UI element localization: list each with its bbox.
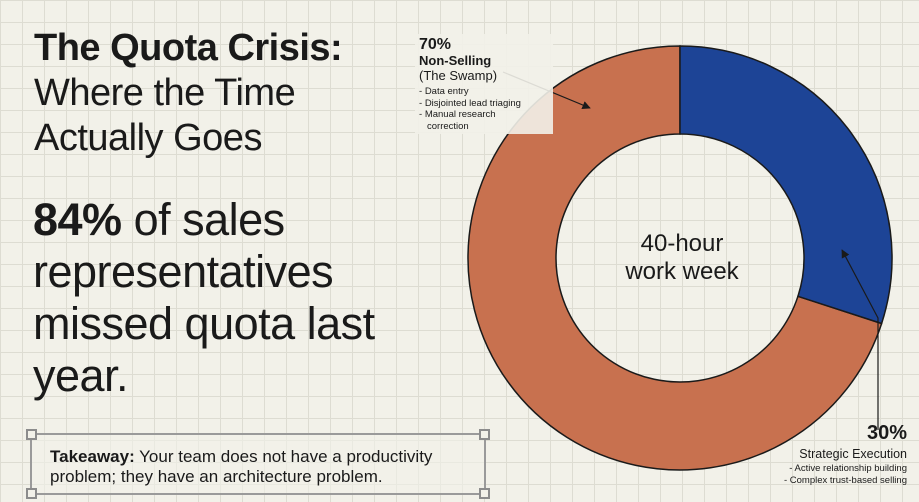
takeaway-text: Your team does not have a productivity p… bbox=[50, 447, 433, 486]
donut-center-label: 40-hour work week bbox=[582, 230, 782, 286]
label-strategic-execution: 30% Strategic Execution Active relations… bbox=[757, 422, 907, 486]
takeaway-label: Takeaway: bbox=[50, 447, 135, 466]
bullet-item: Manual research bbox=[419, 109, 549, 121]
bullet-item: Data entry bbox=[419, 86, 549, 98]
donut-slice-non-selling bbox=[467, 45, 883, 471]
percent-label: 70% bbox=[419, 36, 452, 53]
corner-bracket-icon bbox=[479, 429, 490, 440]
bullet-list: Data entry Disjointed lead triaging Manu… bbox=[419, 86, 549, 132]
center-label-line-2: work week bbox=[625, 258, 739, 285]
slice-subtitle: (The Swamp) bbox=[419, 68, 498, 84]
leader-line-strategic-execution bbox=[841, 249, 879, 430]
bullet-item: Complex trust-based selling bbox=[757, 475, 907, 487]
slice-name: Non-Selling bbox=[419, 53, 492, 69]
corner-bracket-icon bbox=[26, 488, 37, 499]
bullet-item: Disjointed lead triaging bbox=[419, 98, 549, 110]
center-label-line-1: 40-hour bbox=[640, 230, 724, 257]
title-line-1: The Quota Crisis: bbox=[34, 27, 343, 69]
label-non-selling: 70% Non-Selling (The Swamp) Data entry D… bbox=[415, 34, 553, 135]
headline-stat: 84% of sales representatives missed quot… bbox=[33, 194, 423, 402]
corner-bracket-icon bbox=[479, 488, 490, 499]
percent-label: 30% bbox=[866, 422, 907, 444]
bullet-list: Active relationship building Complex tru… bbox=[757, 463, 907, 486]
page-title: The Quota Crisis: Where the Time Actuall… bbox=[34, 26, 414, 161]
stat-text: of sales representatives missed quota la… bbox=[33, 194, 375, 401]
corner-bracket-icon bbox=[26, 429, 37, 440]
takeaway-box: Takeaway: Your team does not have a prod… bbox=[26, 429, 490, 499]
donut-slice-strategic-execution bbox=[679, 45, 893, 325]
bullet-item: correction bbox=[427, 120, 469, 132]
slice-name: Strategic Execution bbox=[799, 447, 907, 461]
title-line-2: Where the Time Actually Goes bbox=[34, 72, 296, 159]
stat-percent: 84% bbox=[33, 194, 122, 245]
bullet-item: Active relationship building bbox=[757, 463, 907, 475]
takeaway-text-block: Takeaway: Your team does not have a prod… bbox=[50, 447, 480, 487]
